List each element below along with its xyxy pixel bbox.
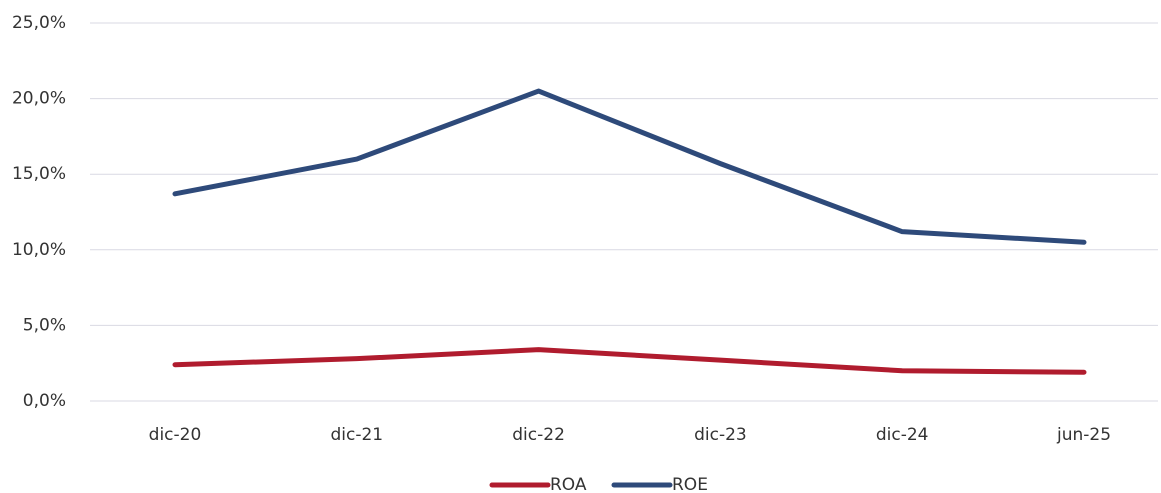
- x-tick-label: dic-22: [512, 425, 565, 445]
- y-tick-label: 10,0%: [12, 240, 66, 260]
- series-line: [172, 347, 1087, 375]
- x-tick-label: dic-21: [330, 425, 383, 445]
- y-tick-label: 25,0%: [12, 13, 66, 33]
- series-line: [172, 88, 1087, 245]
- legend-label: ROE: [672, 475, 708, 493]
- y-tick-label: 5,0%: [23, 315, 66, 335]
- y-tick-label: 20,0%: [12, 89, 66, 109]
- x-tick-label: jun-25: [1056, 425, 1111, 445]
- y-tick-label: 15,0%: [12, 164, 66, 184]
- x-tick-label: dic-20: [149, 425, 202, 445]
- legend-label: ROA: [550, 475, 587, 493]
- y-tick-label: 0,0%: [23, 391, 66, 411]
- x-tick-label: dic-23: [694, 425, 747, 445]
- x-tick-label: dic-24: [876, 425, 929, 445]
